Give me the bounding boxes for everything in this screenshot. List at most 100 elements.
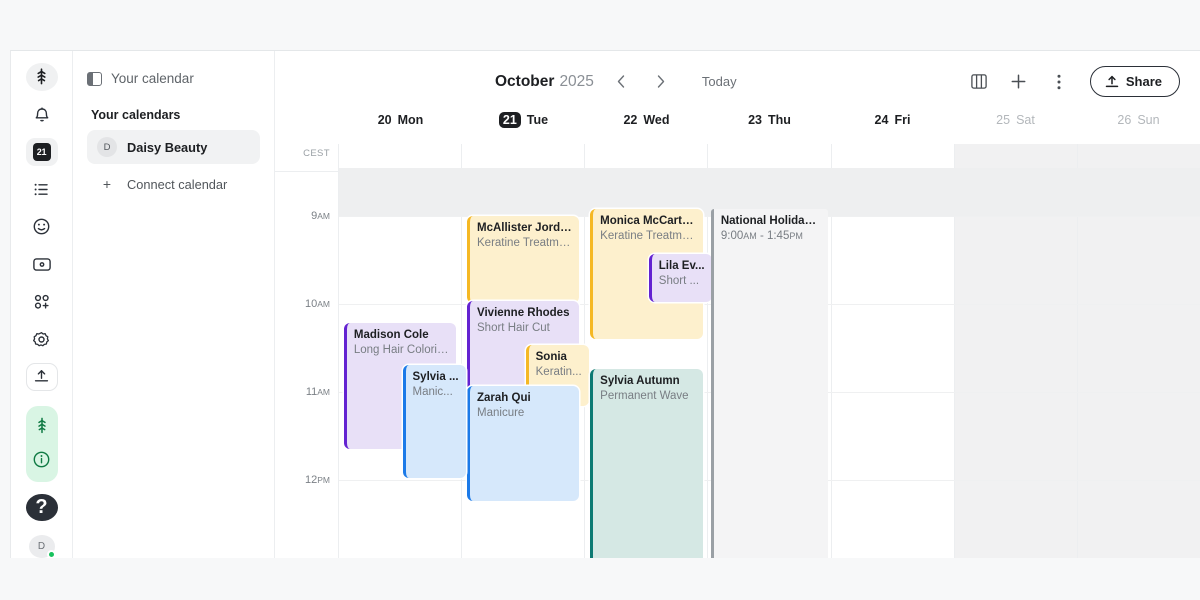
day-header-wed[interactable]: 22 Wed <box>585 112 708 144</box>
hour-label-10AM: 10AM <box>305 298 330 310</box>
event-title: National Holiday -... <box>720 215 822 227</box>
day-header-tue[interactable]: 21 Tue <box>462 112 585 144</box>
hour-meridiem: AM <box>317 387 330 397</box>
calendar-day-badge: 21 <box>32 142 51 161</box>
presence-dot <box>46 550 56 558</box>
day-name: Sun <box>1137 113 1160 127</box>
logo-icon[interactable] <box>25 63 58 91</box>
hour-number: 12 <box>305 474 318 486</box>
sidebar-toggle-label: Your calendar <box>111 71 194 86</box>
event-title: McAllister Jordan <box>477 222 573 234</box>
smiley-icon[interactable] <box>26 213 58 241</box>
event-subtitle: Permanent Wave <box>600 390 689 402</box>
day-header-fri[interactable]: 24 Fri <box>831 112 954 144</box>
day-header-mon[interactable]: 20 Mon <box>339 112 462 144</box>
day-number: 25 <box>996 113 1011 127</box>
hour-meridiem: AM <box>317 211 330 221</box>
calendar-event[interactable]: Zarah Qui Manicure <box>467 386 580 501</box>
calendar-event[interactable]: Sylvia Autumn Permanent Wave <box>590 369 703 558</box>
day-name: Wed <box>643 113 670 127</box>
time-axis: CEST 9AM 10AM 11AM 12PM <box>275 144 339 558</box>
event-title: Sylvia Autumn <box>600 375 680 387</box>
prev-week-button[interactable] <box>608 69 634 95</box>
bell-icon[interactable] <box>26 100 58 128</box>
day-header-thu[interactable]: 23 Thu <box>708 112 831 144</box>
calendar-sidebar: Your calendar Your calendars D Daisy Bea… <box>73 51 275 558</box>
hour-label-12PM: 12PM <box>305 474 330 486</box>
day-name: Thu <box>767 113 791 127</box>
gear-icon[interactable] <box>26 325 58 353</box>
next-week-button[interactable] <box>648 69 674 95</box>
calendar-initial-chip: D <box>97 137 117 157</box>
connect-calendar-button[interactable]: + Connect calendar <box>87 169 260 199</box>
card-icon[interactable] <box>26 250 58 278</box>
day-number: 22 <box>623 113 638 127</box>
event-title: Zarah Qui <box>477 392 531 404</box>
day-header-row: 20 Mon 21 Tue 22 Wed 23 Thu 24 Fri 25 Sat 26 Sun <box>275 112 1200 144</box>
app-window: 21 <box>10 50 1200 558</box>
toolbar-actions: Share <box>966 66 1186 97</box>
day-column-tue[interactable]: McAllister Jordan Keratine Treatment Vivie… <box>462 144 589 558</box>
event-subtitle: Long Hair Colorin... <box>353 344 450 356</box>
event-subtitle: Manic... <box>412 386 453 398</box>
event-title: Sylvia ... <box>412 371 459 383</box>
event-title: Lila Ev... <box>658 260 705 272</box>
plus-icon[interactable] <box>1006 69 1032 95</box>
month-label: October <box>495 72 555 90</box>
event-subtitle: Manicure <box>477 407 525 419</box>
day-column-fri[interactable] <box>832 144 955 558</box>
year-label: 2025 <box>559 72 594 90</box>
calendar-event[interactable]: Lila Ev... Short ... <box>648 254 712 302</box>
columns-icon[interactable] <box>966 69 992 95</box>
upload-icon[interactable] <box>25 362 58 391</box>
list-icon[interactable] <box>26 175 58 203</box>
month-navigation: October 2025 Today <box>495 51 737 112</box>
event-subtitle: Short ... <box>658 275 700 287</box>
calendar-event[interactable]: McAllister Jordan Keratine Treatment <box>467 216 580 303</box>
day-number: 26 <box>1117 113 1132 127</box>
calendar-event[interactable]: National Holiday -... 9:00AM - 1:45PM <box>710 209 829 558</box>
day-column-thu[interactable]: National Holiday -... 9:00AM - 1:45PM <box>708 144 832 558</box>
your-calendars-heading: Your calendars <box>91 108 181 122</box>
sidebar-toggle[interactable]: Your calendar <box>87 71 260 86</box>
event-title: Monica McCartney <box>600 215 696 227</box>
event-title: Vivienne Rhodes <box>477 307 570 319</box>
share-button[interactable]: Share <box>1089 66 1180 97</box>
day-header-sat[interactable]: 25 Sat <box>954 112 1077 144</box>
hour-number: 11 <box>305 386 318 398</box>
event-subtitle: Keratin... <box>535 366 582 378</box>
share-upload-icon <box>1105 75 1119 87</box>
calendar-grid-wrapper: CEST 9AM 10AM 11AM 12PM Madison Cole Long Ha… <box>275 144 1200 558</box>
day-column-mon[interactable]: Madison Cole Long Hair Colorin... Sylvia .… <box>339 144 466 558</box>
calendar-icon[interactable]: 21 <box>25 137 58 166</box>
day-header-sun[interactable]: 26 Sun <box>1077 112 1200 144</box>
day-column-wed[interactable]: Monica McCartney Keratine Treatment Lila E… <box>585 144 712 558</box>
day-number: 20 <box>377 113 392 127</box>
event-subtitle: Short Hair Cut <box>477 322 550 334</box>
more-vertical-icon[interactable] <box>1046 69 1072 95</box>
panel-left-icon <box>87 71 102 86</box>
apps-add-icon[interactable] <box>26 288 58 316</box>
share-label: Share <box>1125 74 1162 89</box>
event-title: Madison Cole <box>353 329 429 341</box>
day-number: 23 <box>748 113 762 127</box>
calendar-grid: CEST 9AM 10AM 11AM 12PM Madison Cole Long Ha… <box>275 144 1200 558</box>
calendar-event[interactable]: Sylvia ... Manic... <box>402 365 466 478</box>
hour-number: 10 <box>305 298 318 310</box>
hour-meridiem: PM <box>317 475 330 485</box>
info-icon[interactable] <box>26 444 58 476</box>
day-name: Tue <box>526 113 549 127</box>
plus-icon: + <box>102 176 112 192</box>
event-subtitle: Keratine Treatment <box>477 237 573 249</box>
avatar[interactable]: D <box>28 535 56 558</box>
rail-green-group <box>25 405 58 482</box>
sidebar-item-daisy-beauty[interactable]: D Daisy Beauty <box>87 130 260 164</box>
tree-icon[interactable] <box>26 410 58 442</box>
today-button[interactable]: Today <box>701 74 737 89</box>
day-number: 24 <box>874 113 889 127</box>
help-button[interactable]: ? <box>25 493 58 522</box>
hour-meridiem: AM <box>317 299 330 309</box>
event-subtitle: 9:00AM - 1:45PM <box>720 230 803 242</box>
day-name: Mon <box>397 113 424 127</box>
